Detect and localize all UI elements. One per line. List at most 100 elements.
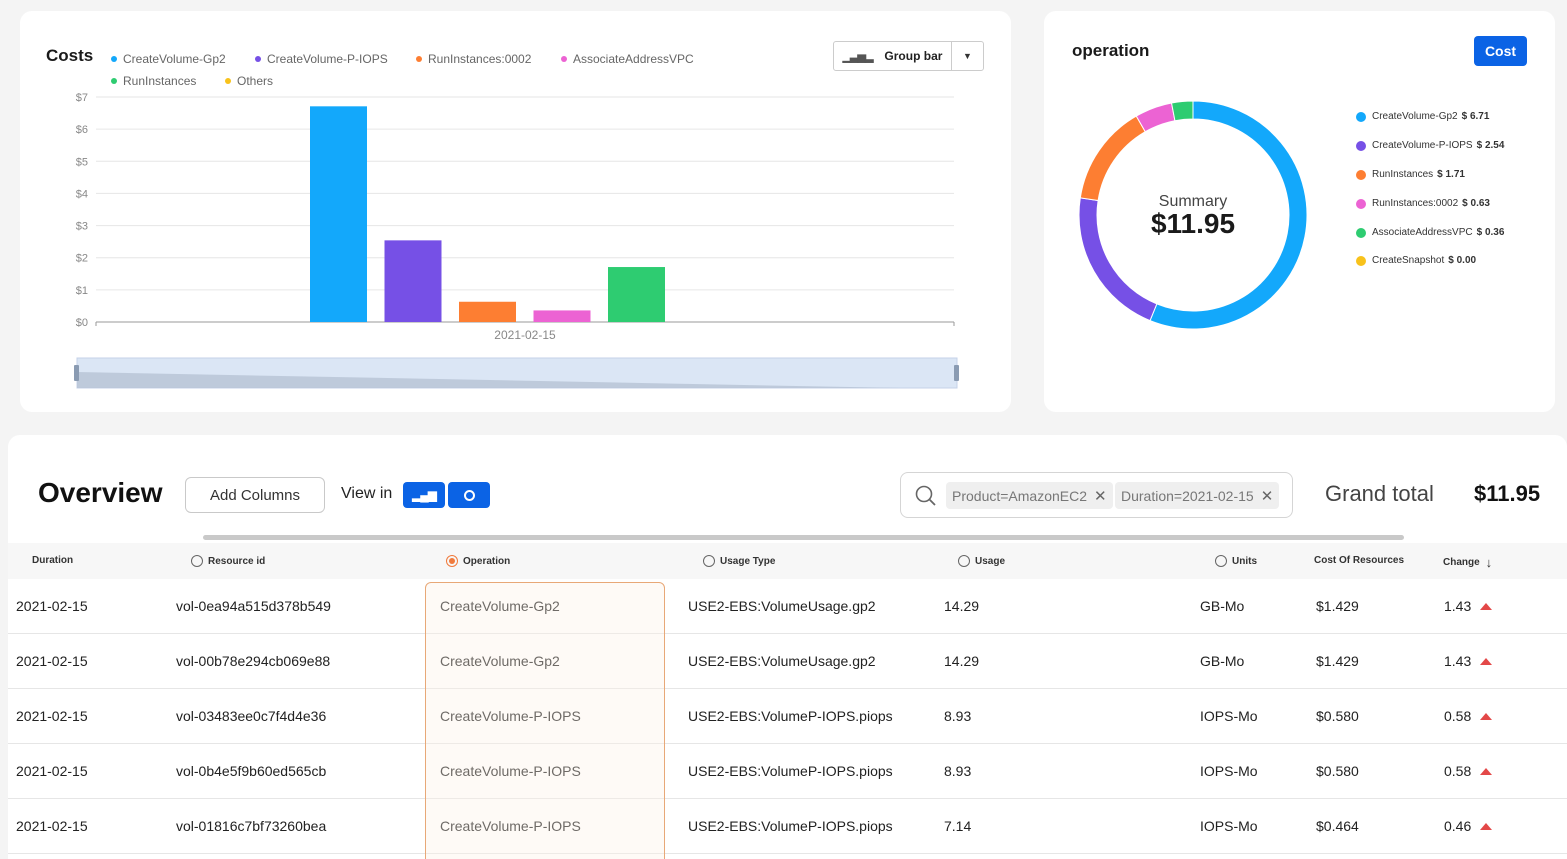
legend-label: CreateVolume-P-IOPS	[267, 52, 388, 66]
range-slider-preview	[77, 372, 900, 388]
column-header-usage[interactable]: Usage	[958, 555, 1005, 567]
legend-dot	[255, 56, 261, 62]
group-bar-dropdown[interactable]: ▁▃▅▂ Group bar ▼	[833, 41, 984, 71]
table-row[interactable]: 2021-02-15 vol-03483ee0c7f4d4e36 CreateVol…	[8, 689, 1567, 744]
legend-item[interactable]: Others	[225, 74, 273, 88]
cell-text: 2021-02-15	[16, 708, 88, 724]
column-header-usage-type[interactable]: Usage Type	[703, 555, 775, 567]
close-icon[interactable]: ✕	[1094, 487, 1107, 505]
table-row[interactable]: 2021-02-15 vol-01816c7bf73260bea CreateVol…	[8, 799, 1567, 854]
table-cell: IOPS-Mo	[1200, 708, 1258, 724]
cell-text: vol-0b4e5f9b60ed565cb	[176, 763, 327, 779]
legend-item[interactable]: CreateVolume-Gp2	[111, 52, 226, 66]
cell-text: vol-03483ee0c7f4d4e36	[176, 708, 327, 724]
sort-arrow-down-icon[interactable]: ↓	[1485, 555, 1493, 570]
table-cell: $1.429	[1316, 653, 1359, 669]
add-columns-button[interactable]: Add Columns	[185, 477, 325, 513]
radio-button[interactable]	[191, 555, 203, 567]
column-header-label: Operation	[463, 555, 511, 567]
pie-legend-item[interactable]: CreateVolume-Gp2 $ 6.71	[1356, 111, 1489, 122]
legend-label: CreateSnapshot	[1372, 255, 1445, 266]
filter-chip[interactable]: Product=AmazonEC2 ✕	[946, 482, 1113, 509]
legend-dot	[1356, 227, 1366, 238]
range-slider-handle[interactable]	[954, 365, 959, 381]
donut-slice-runinstances[interactable]	[1079, 115, 1146, 202]
legend-label: CreateVolume-Gp2	[1372, 111, 1458, 122]
legend-item[interactable]: RunInstances	[111, 74, 196, 88]
filter-search-box[interactable]: Product=AmazonEC2 ✕ Duration=2021-02-15 ✕	[900, 472, 1293, 518]
table-cell: USE2-EBS:VolumeP-IOPS.piops	[688, 763, 893, 779]
range-slider-handle[interactable]	[74, 365, 79, 381]
table-cell: 0.46	[1444, 818, 1493, 834]
cell-text: $0.580	[1316, 763, 1359, 779]
horizontal-scrollbar[interactable]	[203, 535, 1404, 540]
column-header-label: Units	[1232, 555, 1257, 567]
filter-chip[interactable]: Duration=2021-02-15 ✕	[1115, 482, 1280, 509]
table-row[interactable]: 2021-02-15 vol-0ea94a515d378b549 CreateVol…	[8, 579, 1567, 634]
table-row[interactable]: 2021-02-15 vol-0b4e5f9b60ed565cb CreateVol…	[8, 744, 1567, 799]
view-in-label: View in	[341, 485, 393, 502]
legend-item[interactable]: RunInstances:0002	[416, 52, 531, 66]
costs-card: Costs CreateVolume-Gp2 CreateVolume-P-IO…	[20, 11, 1011, 412]
cell-text: IOPS-Mo	[1200, 818, 1258, 834]
legend-dot	[561, 56, 567, 62]
bar-chart-icon: ▁▃▅▂	[842, 50, 874, 63]
column-header-cost[interactable]: Cost Of Resources	[1314, 555, 1404, 566]
operation-card: operation Cost Summary $11.95 CreateVolu…	[1044, 11, 1555, 412]
radio-button[interactable]	[1215, 555, 1227, 567]
legend-label: RunInstances:0002	[428, 52, 532, 66]
radio-button-selected[interactable]	[446, 555, 458, 567]
table-cell: 1.43	[1444, 653, 1493, 669]
legend-item[interactable]: CreateVolume-P-IOPS	[255, 52, 388, 66]
bar-view-button[interactable]: ▂▄▆	[403, 482, 445, 508]
column-header-units[interactable]: Units	[1215, 555, 1257, 567]
column-header-operation[interactable]: Operation	[446, 555, 510, 567]
table-cell: CreateVolume-Gp2	[440, 653, 560, 669]
column-header-label: Change	[1443, 557, 1480, 568]
pie-legend-item[interactable]: RunInstances:0002 $ 0.63	[1356, 198, 1490, 209]
cell-text: CreateVolume-P-IOPS	[440, 818, 581, 834]
table-cell: vol-03483ee0c7f4d4e36	[176, 708, 326, 724]
chevron-down-icon[interactable]: ▼	[963, 51, 972, 61]
legend-label: AssociateAddressVPC	[1372, 227, 1473, 238]
table-cell: $0.580	[1316, 708, 1359, 724]
close-icon[interactable]: ✕	[1260, 487, 1274, 505]
table-cell: USE2-EBS:VolumeP-IOPS.piops	[688, 708, 893, 724]
pie-legend-item[interactable]: RunInstances $ 1.71	[1356, 169, 1465, 180]
legend-item[interactable]: AssociateAddressVPC	[561, 52, 694, 66]
grand-total-value: $11.95	[1474, 481, 1541, 506]
cell-text: CreateVolume-P-IOPS	[440, 708, 581, 724]
radio-button[interactable]	[958, 555, 970, 567]
column-header-label: Cost Of Resources	[1314, 555, 1405, 566]
table-header: Duration Resource id Operation Usage Typ…	[8, 543, 1567, 579]
cell-text: $1.429	[1316, 653, 1359, 669]
table-cell: CreateVolume-P-IOPS	[440, 708, 581, 724]
legend-label: Others	[237, 74, 274, 88]
cost-button[interactable]: Cost	[1474, 36, 1527, 66]
table-cell: 2021-02-15	[16, 653, 88, 669]
table-cell: $0.464	[1316, 818, 1359, 834]
radio-button[interactable]	[703, 555, 715, 567]
column-header-duration[interactable]: Duration	[32, 555, 73, 566]
table-cell: 14.29	[944, 653, 979, 669]
column-header-label: Duration	[32, 555, 74, 566]
y-tick-label: $3	[76, 221, 88, 233]
table-row[interactable]: 2021-02-15 vol-00b78e294cb069e88 CreateVol…	[8, 634, 1567, 689]
filter-chip-label: Duration=2021-02-15	[1121, 487, 1254, 504]
column-header-change[interactable]: Change ↓	[1443, 555, 1492, 570]
pie-legend-item[interactable]: CreateVolume-P-IOPS $ 2.54	[1356, 140, 1504, 151]
donut-slice-associateaddressvpc[interactable]	[1170, 100, 1194, 122]
cell-text: vol-00b78e294cb069e88	[176, 653, 331, 669]
table-cell: 2021-02-15	[16, 818, 88, 834]
table-cell: CreateVolume-P-IOPS	[440, 818, 581, 834]
pie-legend-item[interactable]: CreateSnapshot $ 0.00	[1356, 255, 1476, 266]
table-cell: vol-0b4e5f9b60ed565cb	[176, 763, 326, 779]
operation-title: operation	[1072, 41, 1150, 60]
donut-view-button[interactable]	[448, 482, 490, 508]
group-bar-button[interactable]: ▁▃▅▂ Group bar	[834, 42, 952, 70]
column-header-resource-id[interactable]: Resource id	[191, 555, 265, 567]
column-header-label: Resource id	[208, 555, 266, 567]
overview-card: Overview Add Columns View in ▂▄▆ Product…	[8, 435, 1567, 859]
pie-legend-item[interactable]: AssociateAddressVPC $ 0.36	[1356, 227, 1504, 238]
legend-label: RunInstances	[123, 74, 197, 88]
